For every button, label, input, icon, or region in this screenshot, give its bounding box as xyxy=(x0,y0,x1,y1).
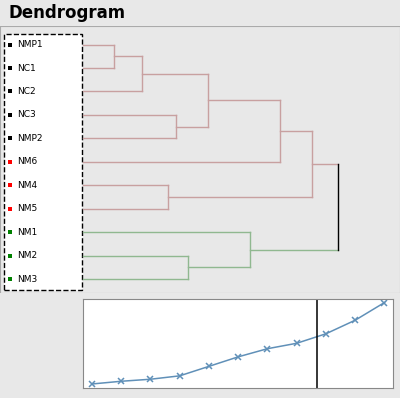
Text: NMP2: NMP2 xyxy=(17,134,42,143)
Text: NMP1: NMP1 xyxy=(17,40,42,49)
Text: NM5: NM5 xyxy=(17,204,37,213)
Text: NC2: NC2 xyxy=(17,87,36,96)
Text: NC1: NC1 xyxy=(17,64,36,72)
Text: NM4: NM4 xyxy=(17,181,37,190)
Text: NM2: NM2 xyxy=(17,251,37,260)
FancyBboxPatch shape xyxy=(4,34,82,290)
Text: NM1: NM1 xyxy=(17,228,37,237)
Text: NC3: NC3 xyxy=(17,110,36,119)
Text: Dendrogram: Dendrogram xyxy=(8,4,125,22)
Text: NM6: NM6 xyxy=(17,157,37,166)
Text: NM3: NM3 xyxy=(17,275,37,284)
